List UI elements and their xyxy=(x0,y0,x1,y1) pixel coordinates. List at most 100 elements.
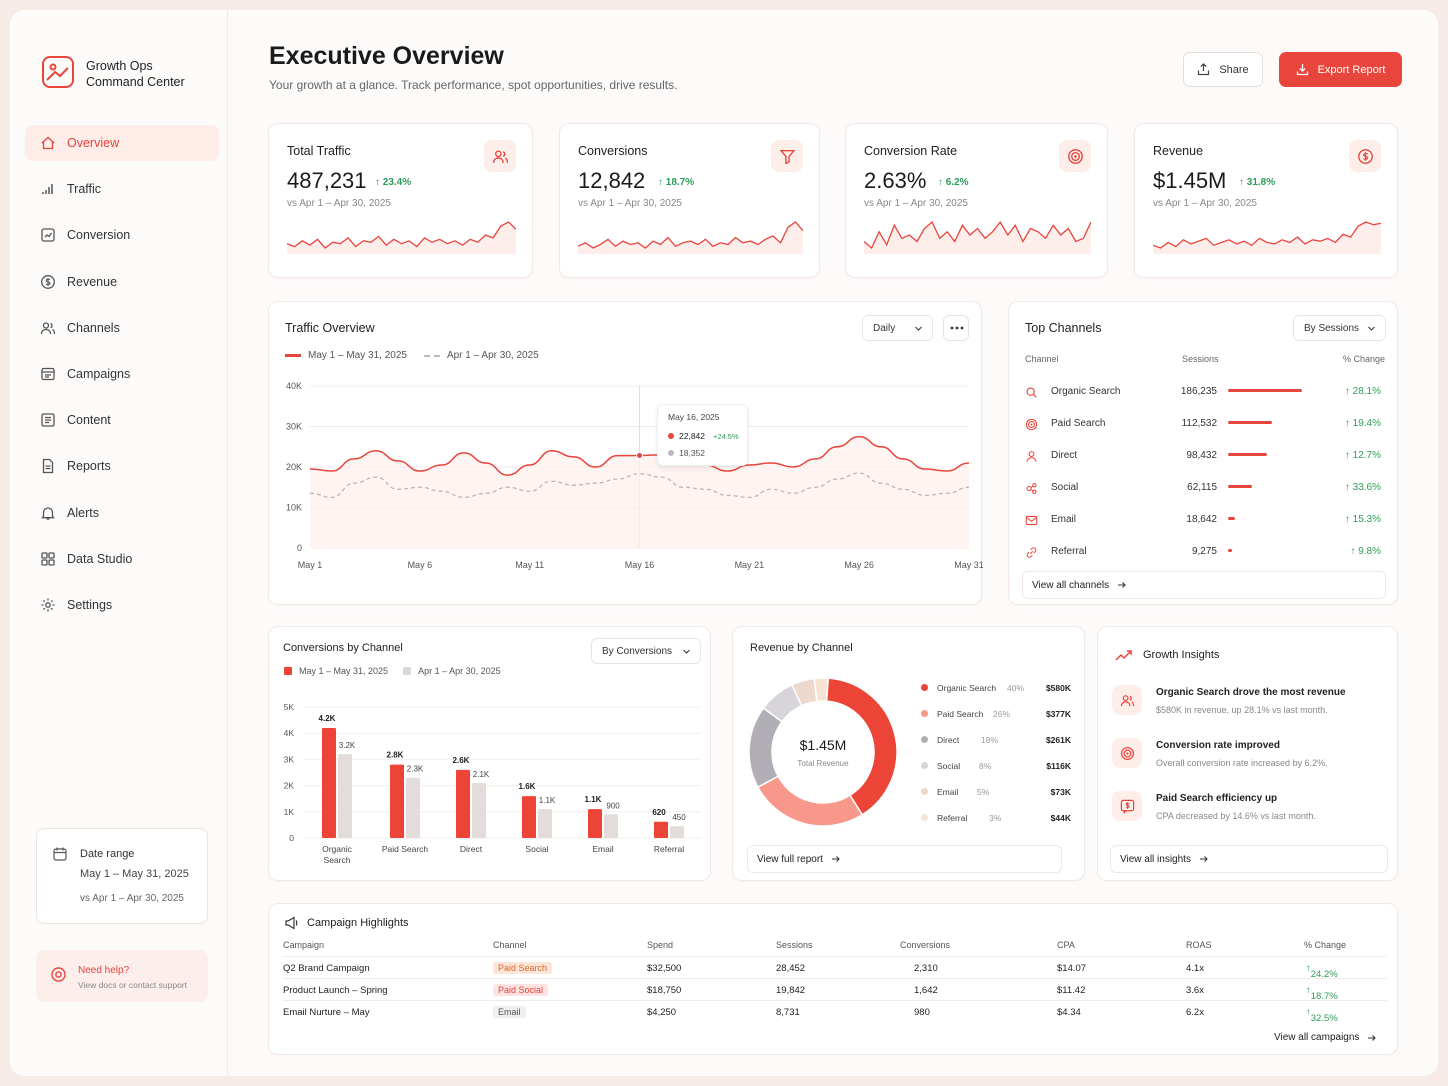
sidebar-item-campaigns[interactable]: Campaigns xyxy=(25,356,219,392)
channel-change-value: 15.3% xyxy=(1352,514,1381,525)
sidebar-item-traffic[interactable]: Traffic xyxy=(25,171,219,207)
growth-insights-card: Growth Insights Organic Search drove the… xyxy=(1097,626,1398,881)
sidebar-item-revenue[interactable]: Revenue xyxy=(25,264,219,300)
sidebar-item-reports[interactable]: Reports xyxy=(25,448,219,484)
channel-row[interactable]: Paid Search 112,532 ↑ 19.4% xyxy=(1023,408,1385,440)
chevron-down-icon xyxy=(683,649,690,654)
channel-name: Social xyxy=(1051,482,1079,493)
view-all-campaigns-link[interactable]: View all campaigns xyxy=(1274,1032,1377,1043)
channel-name: Organic Search xyxy=(1051,386,1121,397)
campaign-conversions: 980 xyxy=(914,1007,930,1018)
view-all-insights-button[interactable]: View all insights xyxy=(1110,845,1388,873)
legend-compare-swatch xyxy=(423,354,440,357)
channel-row[interactable]: Direct 98,432 ↑ 12.7% xyxy=(1023,440,1385,472)
sidebar-item-channels[interactable]: Channels xyxy=(25,310,219,346)
sidebar-item-label: Reports xyxy=(67,459,111,474)
bar-current xyxy=(390,764,404,838)
export-label: Export Report xyxy=(1317,63,1386,76)
sidebar-item-label: Traffic xyxy=(67,182,102,197)
channel-row[interactable]: Email 18,642 ↑ 15.3% xyxy=(1023,504,1385,536)
megaphone-icon xyxy=(285,916,298,930)
kpi-sparkline xyxy=(1153,221,1381,254)
x-category-label: Search xyxy=(324,855,351,865)
traffic-line-chart: 0 10K 20K 30K 40K May 1 May 6 May 11 May 16 May 2… xyxy=(286,381,983,570)
more-options-button[interactable] xyxy=(943,315,969,341)
channel-row[interactable]: Organic Search 186,235 ↑ 28.1% xyxy=(1023,376,1385,408)
campaign-conversions: 2,310 xyxy=(914,963,938,974)
date-range-card[interactable]: Date range May 1 – May 31, 2025 vs Apr 1… xyxy=(36,828,208,924)
view-full-report-button[interactable]: View full report xyxy=(747,845,1062,873)
col-sessions: Sessions xyxy=(1182,354,1219,364)
bar-data-label: 4.2K xyxy=(319,714,336,723)
share-button[interactable]: Share xyxy=(1183,52,1263,87)
sparkline-area xyxy=(1153,222,1381,254)
campaign-row[interactable]: Q2 Brand Campaign Paid Search $32,500 28,45… xyxy=(283,956,1387,980)
users-icon xyxy=(1120,694,1134,706)
channel-change: ↑ 19.4% xyxy=(1344,418,1381,429)
legend-percent: 26% xyxy=(993,709,1011,719)
sidebar-item-overview[interactable]: Overview xyxy=(25,125,219,161)
campaign-sessions: 8,731 xyxy=(776,1007,800,1018)
kpi-delta-value: 18.7% xyxy=(665,177,695,188)
channel-share-bar xyxy=(1228,389,1302,392)
y-tick-label: 2K xyxy=(284,781,295,791)
campaign-col-header: Campaign xyxy=(283,940,325,950)
campaign-change-value: 32.5% xyxy=(1310,1013,1338,1024)
chart-tooltip: May 16, 2025 22,842 +24.5% 18,352 xyxy=(657,404,748,466)
channel-row[interactable]: Referral 9,275 ↑ 9.8% xyxy=(1023,536,1385,568)
bar-current xyxy=(588,809,602,838)
kpi-sparkline xyxy=(864,220,1091,254)
sidebar-item-content[interactable]: Content xyxy=(25,402,219,438)
kpi-delta-value: 23.4% xyxy=(382,177,412,188)
chevron-down-icon xyxy=(915,326,922,331)
sidebar-item-alerts[interactable]: Alerts xyxy=(25,495,219,531)
campaign-row[interactable]: Email Nurture – May Email $4,250 8,731 980 $4… xyxy=(283,1000,1387,1024)
campaign-col-header: CPA xyxy=(1057,940,1075,950)
campaign-highlights-card: Campaign Highlights Campaign Channel Spend… xyxy=(268,903,1398,1055)
kpi-card-total-traffic[interactable]: Total Traffic 487,231 ↑ 23.4% vs Apr 1 – Ap… xyxy=(268,123,533,278)
channels-sort-select[interactable]: By Sessions xyxy=(1293,315,1386,341)
revenue-legend-item: Referral 3% $44K xyxy=(921,811,1071,827)
legend-amount: $44K xyxy=(1050,813,1071,823)
kpi-label: Total Traffic xyxy=(287,144,351,158)
channel-row[interactable]: Social 62,115 ↑ 33.6% xyxy=(1023,472,1385,504)
campaign-name: Email Nurture – May xyxy=(283,1007,370,1018)
legend-current-swatch xyxy=(285,354,301,357)
kpi-label: Conversions xyxy=(578,144,648,158)
conversions-sort-select[interactable]: By Conversions xyxy=(591,638,701,664)
campaign-row[interactable]: Product Launch – Spring Paid Social $18,75… xyxy=(283,978,1387,1002)
help-card[interactable]: Need help? View docs or contact support xyxy=(36,950,208,1002)
period-select[interactable]: Daily xyxy=(862,315,933,341)
insight-title: Conversion rate improved xyxy=(1156,740,1280,751)
arrow-right-icon xyxy=(1368,1034,1377,1041)
sidebar: Growth Ops Command Center Overview Traffi… xyxy=(10,10,228,1076)
campaign-cpa: $4.34 xyxy=(1057,1007,1081,1018)
legend-percent: 3% xyxy=(989,813,1002,823)
traffic-title: Traffic Overview xyxy=(285,321,375,335)
campaign-spend: $18,750 xyxy=(647,985,682,996)
x-tick-label: May 21 xyxy=(735,560,765,570)
social-icon xyxy=(1026,483,1037,494)
kpi-card-conversions[interactable]: Conversions 12,842 ↑ 18.7% vs Apr 1 – Apr 3… xyxy=(559,123,820,278)
channel-name: Email xyxy=(1051,514,1077,525)
arrow-right-icon xyxy=(1199,856,1208,862)
sidebar-item-conversion[interactable]: Conversion xyxy=(25,217,219,253)
sidebar-item-settings[interactable]: Settings xyxy=(25,587,219,623)
bar-compare xyxy=(472,782,486,838)
campaign-spend: $4,250 xyxy=(647,1007,677,1018)
bar-data-label: 2.8K xyxy=(387,751,404,760)
campaign-roas: 4.1x xyxy=(1186,963,1204,974)
campaign-icon xyxy=(41,367,55,381)
kpi-compare: vs Apr 1 – Apr 30, 2025 xyxy=(578,198,682,209)
col-change: % Change xyxy=(1342,354,1385,364)
view-all-channels-button[interactable]: View all channels xyxy=(1022,571,1386,599)
tooltip-compare-value: 18,352 xyxy=(679,448,705,458)
kpi-sparkline xyxy=(578,221,803,254)
channel-change-value: 9.8% xyxy=(1358,546,1381,557)
legend-amount: $116K xyxy=(1046,761,1071,771)
channel-share-bar xyxy=(1228,517,1235,520)
export-report-button[interactable]: Export Report xyxy=(1279,52,1402,87)
kpi-card-conversion-rate[interactable]: Conversion Rate 2.63% ↑ 6.2% vs Apr 1 – Apr… xyxy=(845,123,1108,278)
kpi-card-revenue[interactable]: Revenue $1.45M ↑ 31.8% vs Apr 1 – Apr 30, 2… xyxy=(1134,123,1398,278)
sidebar-item-data-studio[interactable]: Data Studio xyxy=(25,541,219,577)
